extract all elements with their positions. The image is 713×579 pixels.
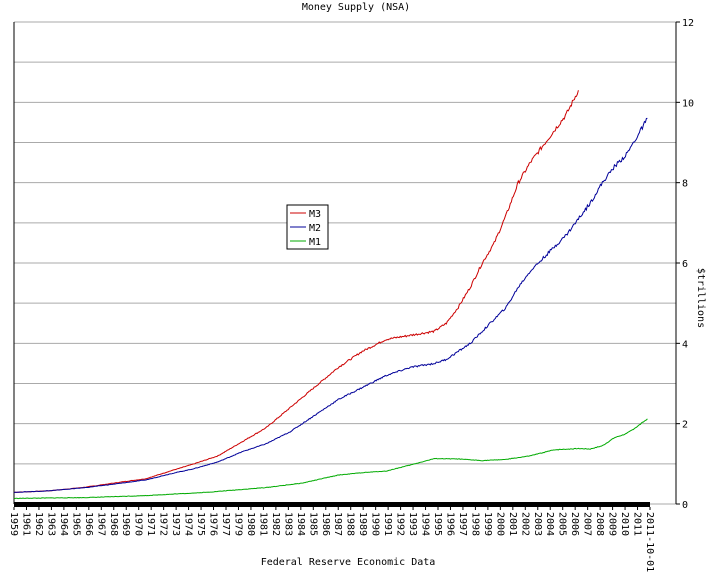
x-tick-label: 1992 xyxy=(395,512,406,536)
x-tick-label: 1988 xyxy=(345,512,356,536)
x-tick-label: 1986 xyxy=(320,512,331,536)
x-tick-label: 1980 xyxy=(245,512,256,536)
legend: M3 M2 M1 xyxy=(286,204,329,250)
grid-lines xyxy=(14,21,676,505)
x-tick-label: 1982 xyxy=(270,512,281,536)
series-line-m1 xyxy=(13,418,648,500)
y-tick-label: 12 xyxy=(682,18,694,29)
x-tick-label: 1983 xyxy=(282,512,293,536)
x-tick-label: 1976 xyxy=(208,512,219,536)
x-tick-label: 1987 xyxy=(332,512,343,536)
x-tick-label: 2003 xyxy=(532,512,543,536)
x-tick-label: 1994 xyxy=(420,512,431,536)
legend-label: M1 xyxy=(309,237,321,248)
x-tick-label: 1967 xyxy=(95,512,106,536)
series-line-m3 xyxy=(13,90,579,493)
x-tick-label: 1973 xyxy=(170,512,181,536)
series-line-m2 xyxy=(13,117,648,494)
x-tick-label: 1985 xyxy=(307,512,318,536)
x-tick-label: 1997 xyxy=(457,512,468,536)
x-tick-label: 1974 xyxy=(183,512,194,536)
y-tick-label: 4 xyxy=(682,339,688,350)
x-axis-bar xyxy=(14,502,650,507)
x-tick-label: 1964 xyxy=(58,512,69,536)
x-tick-label: 1959 xyxy=(8,512,19,536)
x-tick-label: 1989 xyxy=(357,512,368,536)
x-tick-label: 1968 xyxy=(108,512,119,536)
x-tick-label: 2011-10-01 xyxy=(644,512,655,572)
x-tick-label: 1961 xyxy=(20,512,31,536)
x-tick-label: 1995 xyxy=(432,512,443,536)
x-tick-label: 1977 xyxy=(220,512,231,536)
x-tick-label: 2005 xyxy=(557,512,568,536)
x-tick-label: 1972 xyxy=(158,512,169,536)
x-tick-label: 1996 xyxy=(444,512,455,536)
x-tick-label: 1975 xyxy=(195,512,206,536)
x-tick-label: 1991 xyxy=(382,512,393,536)
series-group xyxy=(13,90,648,500)
x-tick-label: 2009 xyxy=(607,512,618,536)
x-tick-label: 2010 xyxy=(619,512,630,536)
x-axis-label: Federal Reserve Economic Data xyxy=(261,557,436,568)
x-tick-label: 1963 xyxy=(45,512,56,536)
chart-title: Money Supply (NSA) xyxy=(302,2,410,13)
legend-label: M3 xyxy=(309,209,321,220)
x-tick-label: 1970 xyxy=(133,512,144,536)
y-tick-label: 0 xyxy=(682,500,688,511)
x-tick-label: 2000 xyxy=(494,512,505,536)
x-tick-label: 1990 xyxy=(370,512,381,536)
y-tick-label: 10 xyxy=(682,98,694,109)
x-tick-label: 2011 xyxy=(632,512,643,536)
x-tick-label: 1999 xyxy=(482,512,493,536)
x-tick-label: 1993 xyxy=(407,512,418,536)
x-tick-label: 1969 xyxy=(120,512,131,536)
y-tick-label: 6 xyxy=(682,259,688,270)
x-tick-label: 1962 xyxy=(33,512,44,536)
x-tick-label: 2008 xyxy=(594,512,605,536)
x-tick-label: 2001 xyxy=(507,512,518,536)
x-tick-label: 1965 xyxy=(70,512,81,536)
x-tick-label: 1966 xyxy=(83,512,94,536)
x-tick-label: 1981 xyxy=(257,512,268,536)
x-tick-label: 2004 xyxy=(544,512,555,536)
x-tick-label: 1971 xyxy=(145,512,156,536)
x-tick-label: 2007 xyxy=(582,512,593,536)
x-tick-label: 1998 xyxy=(469,512,480,536)
y-tick-label: 8 xyxy=(682,179,688,190)
x-tick-label: 1984 xyxy=(295,512,306,536)
legend-label: M2 xyxy=(309,223,321,234)
y-axis-label: $trillions xyxy=(695,268,706,328)
x-tick-label: 2006 xyxy=(569,512,580,536)
x-tick-label: 1979 xyxy=(232,512,243,536)
x-tick-label: 2002 xyxy=(519,512,530,536)
y-tick-label: 2 xyxy=(682,420,688,431)
